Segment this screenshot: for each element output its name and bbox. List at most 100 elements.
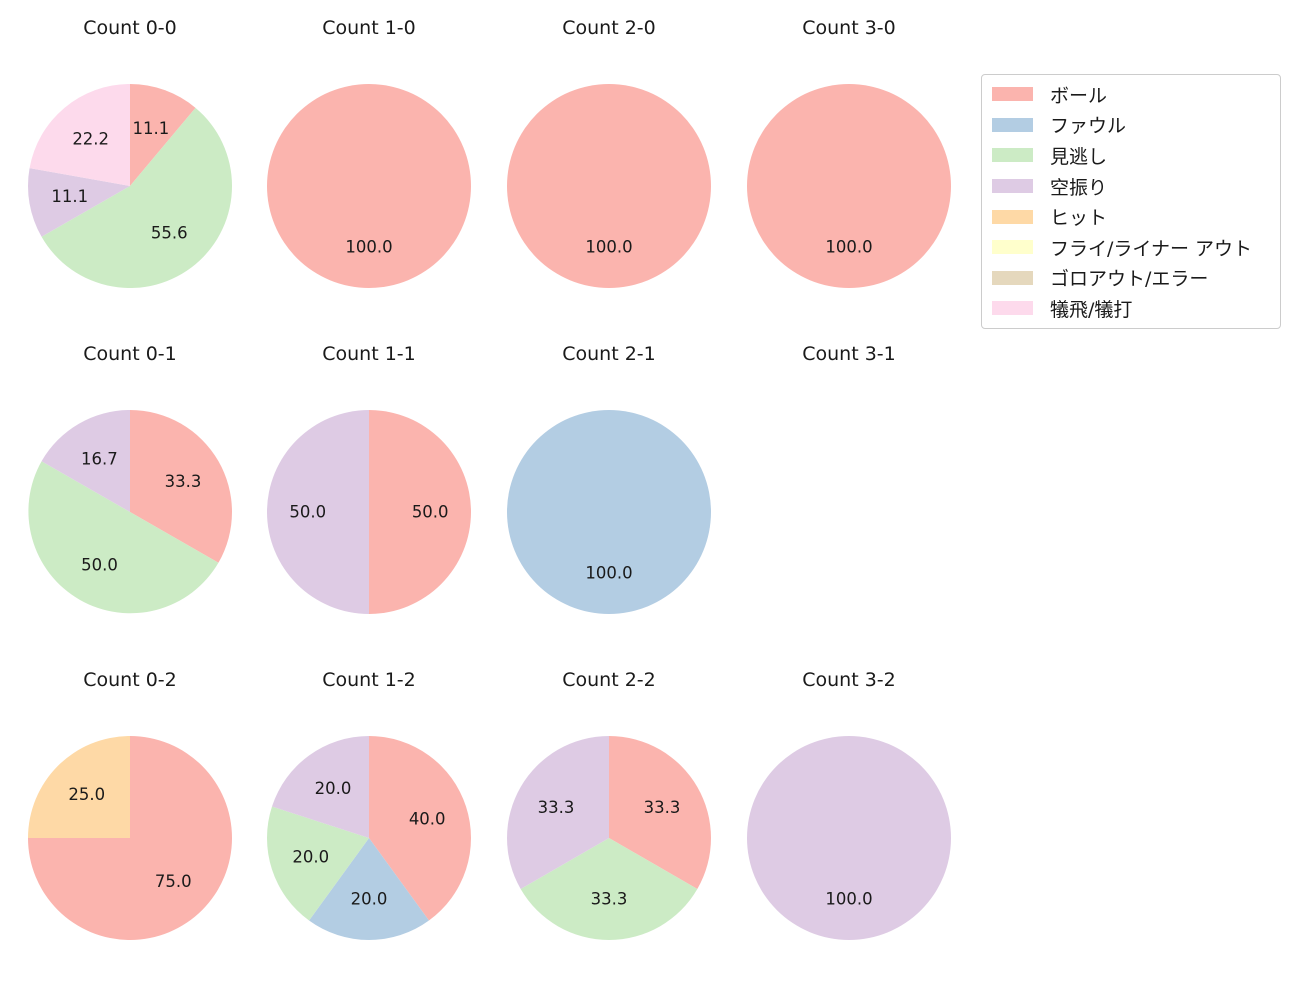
pie-slice-percent-label: 100.0 <box>585 238 632 257</box>
pie-slice-percent-label: 11.1 <box>133 119 170 138</box>
pie-slice-percent-label: 50.0 <box>412 503 449 522</box>
pie-cell-count-1-1: Count 1-1 50.0 50.0 <box>249 326 489 652</box>
legend-label: 見逃し <box>1050 145 1108 168</box>
pie-slice <box>267 84 471 288</box>
pie-slice <box>507 84 711 288</box>
chart-title: Count 2-2 <box>562 669 656 691</box>
pie-slice-percent-label: 33.3 <box>644 798 681 817</box>
legend-swatch-fly-liner-out <box>992 240 1033 255</box>
chart-title: Count 0-2 <box>83 669 177 691</box>
chart-title: Count 3-1 <box>802 343 896 365</box>
pie-slice-percent-label: 16.7 <box>81 450 118 469</box>
pie-cell-count-2-2: Count 2-2 33.3 33.3 33.3 <box>489 652 729 978</box>
pie-chart-count-0-2: 75.0 25.0 <box>28 736 232 940</box>
pie-chart-count-1-1: 50.0 50.0 <box>267 410 471 614</box>
pie-slice-percent-label: 50.0 <box>289 503 326 522</box>
pie-slice <box>267 410 369 614</box>
pie-slice-percent-label: 20.0 <box>351 890 388 909</box>
pie-cell-count-3-1: Count 3-1 <box>729 326 969 652</box>
legend-swatch-hit <box>992 209 1033 224</box>
pie-slice-percent-label: 25.0 <box>68 785 105 804</box>
pie-slice-percent-label: 20.0 <box>292 847 329 866</box>
pie-cell-count-3-0: Count 3-0 100.0 <box>729 0 969 326</box>
legend-swatch-foul <box>992 117 1033 132</box>
pie-chart-count-3-1 <box>729 326 969 652</box>
pie-slice <box>130 84 196 186</box>
chart-title: Count 0-0 <box>83 17 177 39</box>
pie-slice <box>507 736 609 889</box>
chart-title: Count 2-0 <box>562 17 656 39</box>
chart-title: Count 3-2 <box>802 669 896 691</box>
legend-item: ボール <box>992 79 1270 110</box>
legend-swatch-ball <box>992 87 1033 102</box>
pie-slice-percent-label: 33.3 <box>538 798 575 817</box>
legend-item: ヒット <box>992 201 1270 232</box>
pie-slice <box>41 410 130 512</box>
legend-item: 見逃し <box>992 140 1270 171</box>
chart-title: Count 1-2 <box>322 669 416 691</box>
pie-slice-percent-label: 100.0 <box>825 890 872 909</box>
chart-title: Count 2-1 <box>562 343 656 365</box>
pie-slice-percent-label: 33.3 <box>165 472 202 491</box>
pie-slice <box>609 736 711 889</box>
legend-label: ボール <box>1050 84 1108 107</box>
pie-slice-percent-label: 50.0 <box>81 556 118 575</box>
pie-chart-count-3-0: 100.0 <box>747 84 951 288</box>
pie-slice <box>747 736 951 940</box>
pie-cell-count-1-2: Count 1-2 40.0 20.0 20.0 20.0 <box>249 652 489 978</box>
pie-chart-count-1-0: 100.0 <box>267 84 471 288</box>
pie-slice <box>271 736 369 838</box>
legend-swatch-sacrifice <box>992 301 1033 316</box>
pie-chart-count-1-2: 40.0 20.0 20.0 20.0 <box>266 736 471 940</box>
legend-label: ファウル <box>1050 115 1127 138</box>
legend-item: フライ/ライナー アウト <box>992 232 1270 263</box>
pie-slice <box>41 107 233 289</box>
pie-chart-count-0-1: 33.3 50.0 16.7 <box>28 410 232 614</box>
legend-swatch-swinging-strike <box>992 179 1033 194</box>
legend-item: ファウル <box>992 110 1270 141</box>
chart-title: Count 3-0 <box>802 17 896 39</box>
legend-label: フライ/ライナー アウト <box>1050 237 1253 260</box>
legend-swatch-called-strike <box>992 148 1033 163</box>
legend-item: 犠飛/犠打 <box>992 293 1270 324</box>
pie-slice-percent-label: 20.0 <box>315 779 352 798</box>
legend-swatch-groundout-error <box>992 270 1033 285</box>
pie-slice-percent-label: 55.6 <box>151 223 188 242</box>
pie-cell-count-3-2: Count 3-2 100.0 <box>729 652 969 978</box>
legend-label: ゴロアウト/エラー <box>1050 268 1209 291</box>
pie-slice <box>29 84 130 186</box>
chart-title: Count 0-1 <box>83 343 177 365</box>
pie-slice <box>266 806 369 921</box>
pie-cell-count-2-0: Count 2-0 100.0 <box>489 0 729 326</box>
pie-slice <box>130 410 232 563</box>
pie-slice-percent-label: 100.0 <box>345 238 392 257</box>
pie-cell-count-0-0: Count 0-0 11.1 55.6 11.1 22.2 <box>10 0 250 326</box>
pie-chart-count-2-1: 100.0 <box>507 410 711 614</box>
legend-item: 空振り <box>992 171 1270 202</box>
pie-chart-count-0-0: 11.1 55.6 11.1 22.2 <box>27 84 233 289</box>
pie-slice <box>507 410 711 614</box>
pie-chart-count-2-0: 100.0 <box>507 84 711 288</box>
pie-slice-percent-label: 33.3 <box>591 890 628 909</box>
pie-slice-percent-label: 11.1 <box>51 187 88 206</box>
pie-slice <box>27 168 130 237</box>
pie-cell-count-0-2: Count 0-2 75.0 25.0 <box>10 652 250 978</box>
pie-slice <box>28 461 219 614</box>
legend-label: 犠飛/犠打 <box>1050 298 1133 321</box>
pie-slice <box>28 736 130 838</box>
pie-cell-count-0-1: Count 0-1 33.3 50.0 16.7 <box>10 326 250 652</box>
pie-cell-count-1-0: Count 1-0 100.0 <box>249 0 489 326</box>
pie-slice-percent-label: 100.0 <box>825 238 872 257</box>
pie-chart-count-3-2: 100.0 <box>747 736 951 940</box>
pie-cell-count-2-1: Count 2-1 100.0 <box>489 326 729 652</box>
legend-item: ゴロアウト/エラー <box>992 263 1270 294</box>
pie-slice <box>309 838 429 940</box>
legend-label: ヒット <box>1050 207 1108 230</box>
pie-slice-percent-label: 100.0 <box>585 564 632 583</box>
pie-slice <box>369 410 471 614</box>
pie-slice <box>369 736 471 921</box>
chart-title: Count 1-1 <box>322 343 416 365</box>
chart-title: Count 1-0 <box>322 17 416 39</box>
pie-slice-percent-label: 40.0 <box>409 810 446 829</box>
legend: ボール ファウル 見逃し 空振り ヒット フライ/ライナー アウト ゴロアウト/… <box>981 74 1281 329</box>
